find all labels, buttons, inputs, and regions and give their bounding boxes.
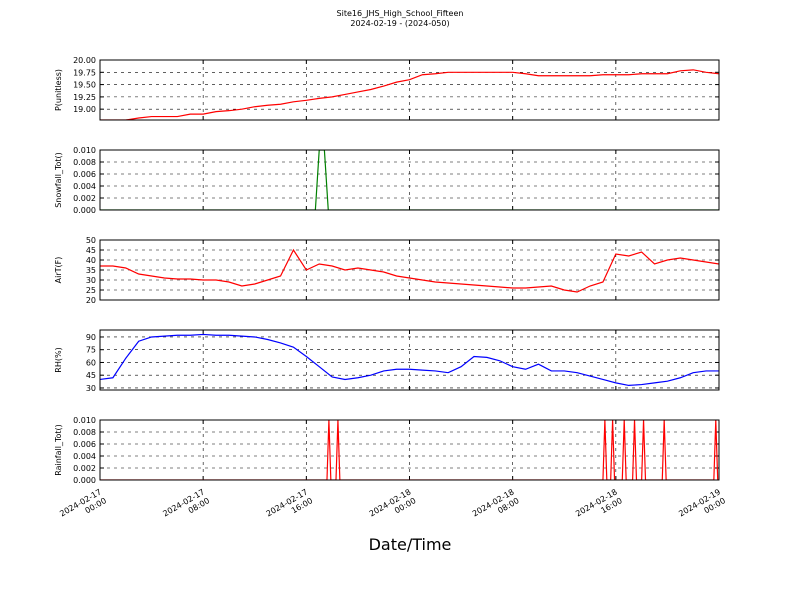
y-tick-label: 0.006 [73, 440, 96, 449]
y-tick-label: 30 [86, 384, 96, 393]
plot-frame [99, 59, 720, 121]
plot-frame [99, 419, 720, 481]
y-axis-label: AirT(F) [54, 257, 63, 284]
x-tick-label: 2024-02-1816:00 [574, 487, 624, 527]
y-axis-label: RH(%) [54, 347, 63, 372]
y-tick-label: 20 [86, 296, 96, 305]
plot-frame [99, 149, 720, 211]
y-tick-label: 30 [86, 276, 96, 285]
y-tick-label: 25 [86, 286, 96, 295]
y-axis-label: Snowfall_Tot() [54, 152, 63, 208]
data-line [100, 69, 719, 120]
y-tick-label: 0.008 [73, 428, 96, 437]
plot-frame [99, 329, 720, 391]
x-tick-label: 2024-02-1716:00 [265, 487, 315, 527]
chart-title: Site16_JHS_High_School_Fifteen [337, 9, 464, 18]
y-tick-label: 19.00 [73, 105, 96, 114]
y-tick-label: 20.00 [73, 56, 96, 65]
y-tick-label: 50 [86, 236, 96, 245]
y-tick-label: 0.006 [73, 170, 96, 179]
y-tick-label: 0.008 [73, 158, 96, 167]
x-tick-label: 2024-02-1900:00 [677, 487, 727, 527]
y-tick-label: 0.004 [73, 182, 96, 191]
plot-frame [99, 239, 720, 301]
y-tick-label: 40 [86, 256, 96, 265]
data-line [100, 333, 719, 387]
y-tick-label: 60 [86, 358, 96, 367]
x-tick-label: 2024-02-1808:00 [471, 487, 521, 527]
data-line [100, 420, 719, 480]
y-tick-label: 0.010 [73, 416, 96, 425]
y-tick-label: 0.004 [73, 452, 96, 461]
y-axis-label: P(unitless) [54, 69, 63, 111]
y-tick-label: 19.25 [73, 93, 96, 102]
y-tick-label: 75 [86, 346, 96, 355]
y-tick-label: 45 [86, 246, 96, 255]
y-tick-label: 0.000 [73, 206, 96, 215]
x-tick-label: 2024-02-1700:00 [58, 487, 108, 527]
y-tick-label: 0.002 [73, 194, 96, 203]
y-tick-label: 35 [86, 266, 96, 275]
y-tick-label: 45 [86, 371, 96, 380]
y-tick-label: 19.50 [73, 81, 96, 90]
y-tick-label: 0.002 [73, 464, 96, 473]
chart-subtitle: 2024-02-19 - (2024-050) [350, 19, 449, 28]
y-tick-label: 90 [86, 333, 96, 342]
x-axis-label: Date/Time [369, 535, 452, 554]
data-line [100, 248, 719, 293]
y-axis-label: Rainfall_Tot() [54, 424, 63, 476]
x-tick-label: 2024-02-1708:00 [161, 487, 211, 527]
y-tick-label: 19.75 [73, 68, 96, 77]
y-tick-label: 0.000 [73, 476, 96, 485]
x-tick-label: 2024-02-1800:00 [368, 487, 418, 527]
y-tick-label: 0.010 [73, 146, 96, 155]
